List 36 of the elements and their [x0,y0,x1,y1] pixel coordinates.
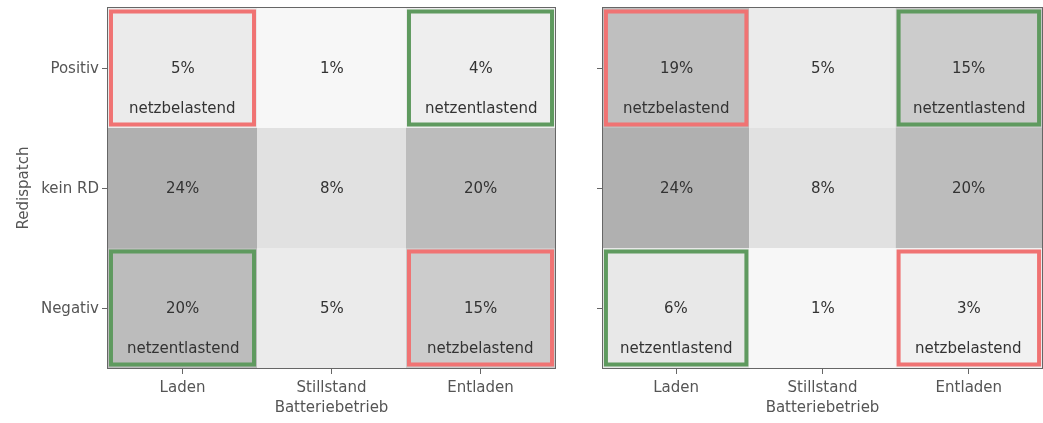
annotation: netzbelastend [427,339,534,357]
annotation: netzentlastend [127,339,240,357]
data-label: 8% [811,179,835,197]
x-tick-label: Laden [653,378,700,396]
x-tick-label: Entladen [935,378,1003,396]
data-label: 8% [320,179,344,197]
y-axis-title: Redispatch [14,146,33,230]
annotation: netzbelastend [129,99,236,117]
data-label: 5% [320,299,344,317]
data-label: 5% [171,59,195,77]
data-label: 3% [957,299,981,317]
x-tick-label: Laden [159,378,206,396]
y-tick-label: Positiv [50,59,100,78]
y-tick-label: kein RD [41,179,99,198]
x-tick-label: Stillstand Batteriebetrieb [274,378,389,416]
data-label: 1% [320,59,344,77]
data-label: 15% [464,299,498,317]
data-label: 24% [166,179,200,197]
annotation: netzentlastend [425,99,538,117]
data-label: 1% [811,299,835,317]
annotation: netzbelastend [623,99,730,117]
y-tick-label: Negativ [40,299,100,318]
data-label: 20% [464,179,498,197]
data-label: 6% [664,299,688,317]
data-label: 20% [166,299,200,317]
data-label: 15% [952,59,986,77]
x-tick-label: Entladen [447,378,514,396]
data-label: 24% [660,179,694,197]
x-tick-label: Stillstand Batteriebetrieb [765,378,880,416]
annotation: netzentlastend [913,99,1026,117]
data-label: 20% [952,179,986,197]
data-label: 5% [811,59,835,77]
annotation: netzbelastend [915,339,1022,357]
annotation: netzentlastend [620,339,733,357]
data-label: 4% [469,59,493,77]
data-label: 19% [660,59,694,77]
